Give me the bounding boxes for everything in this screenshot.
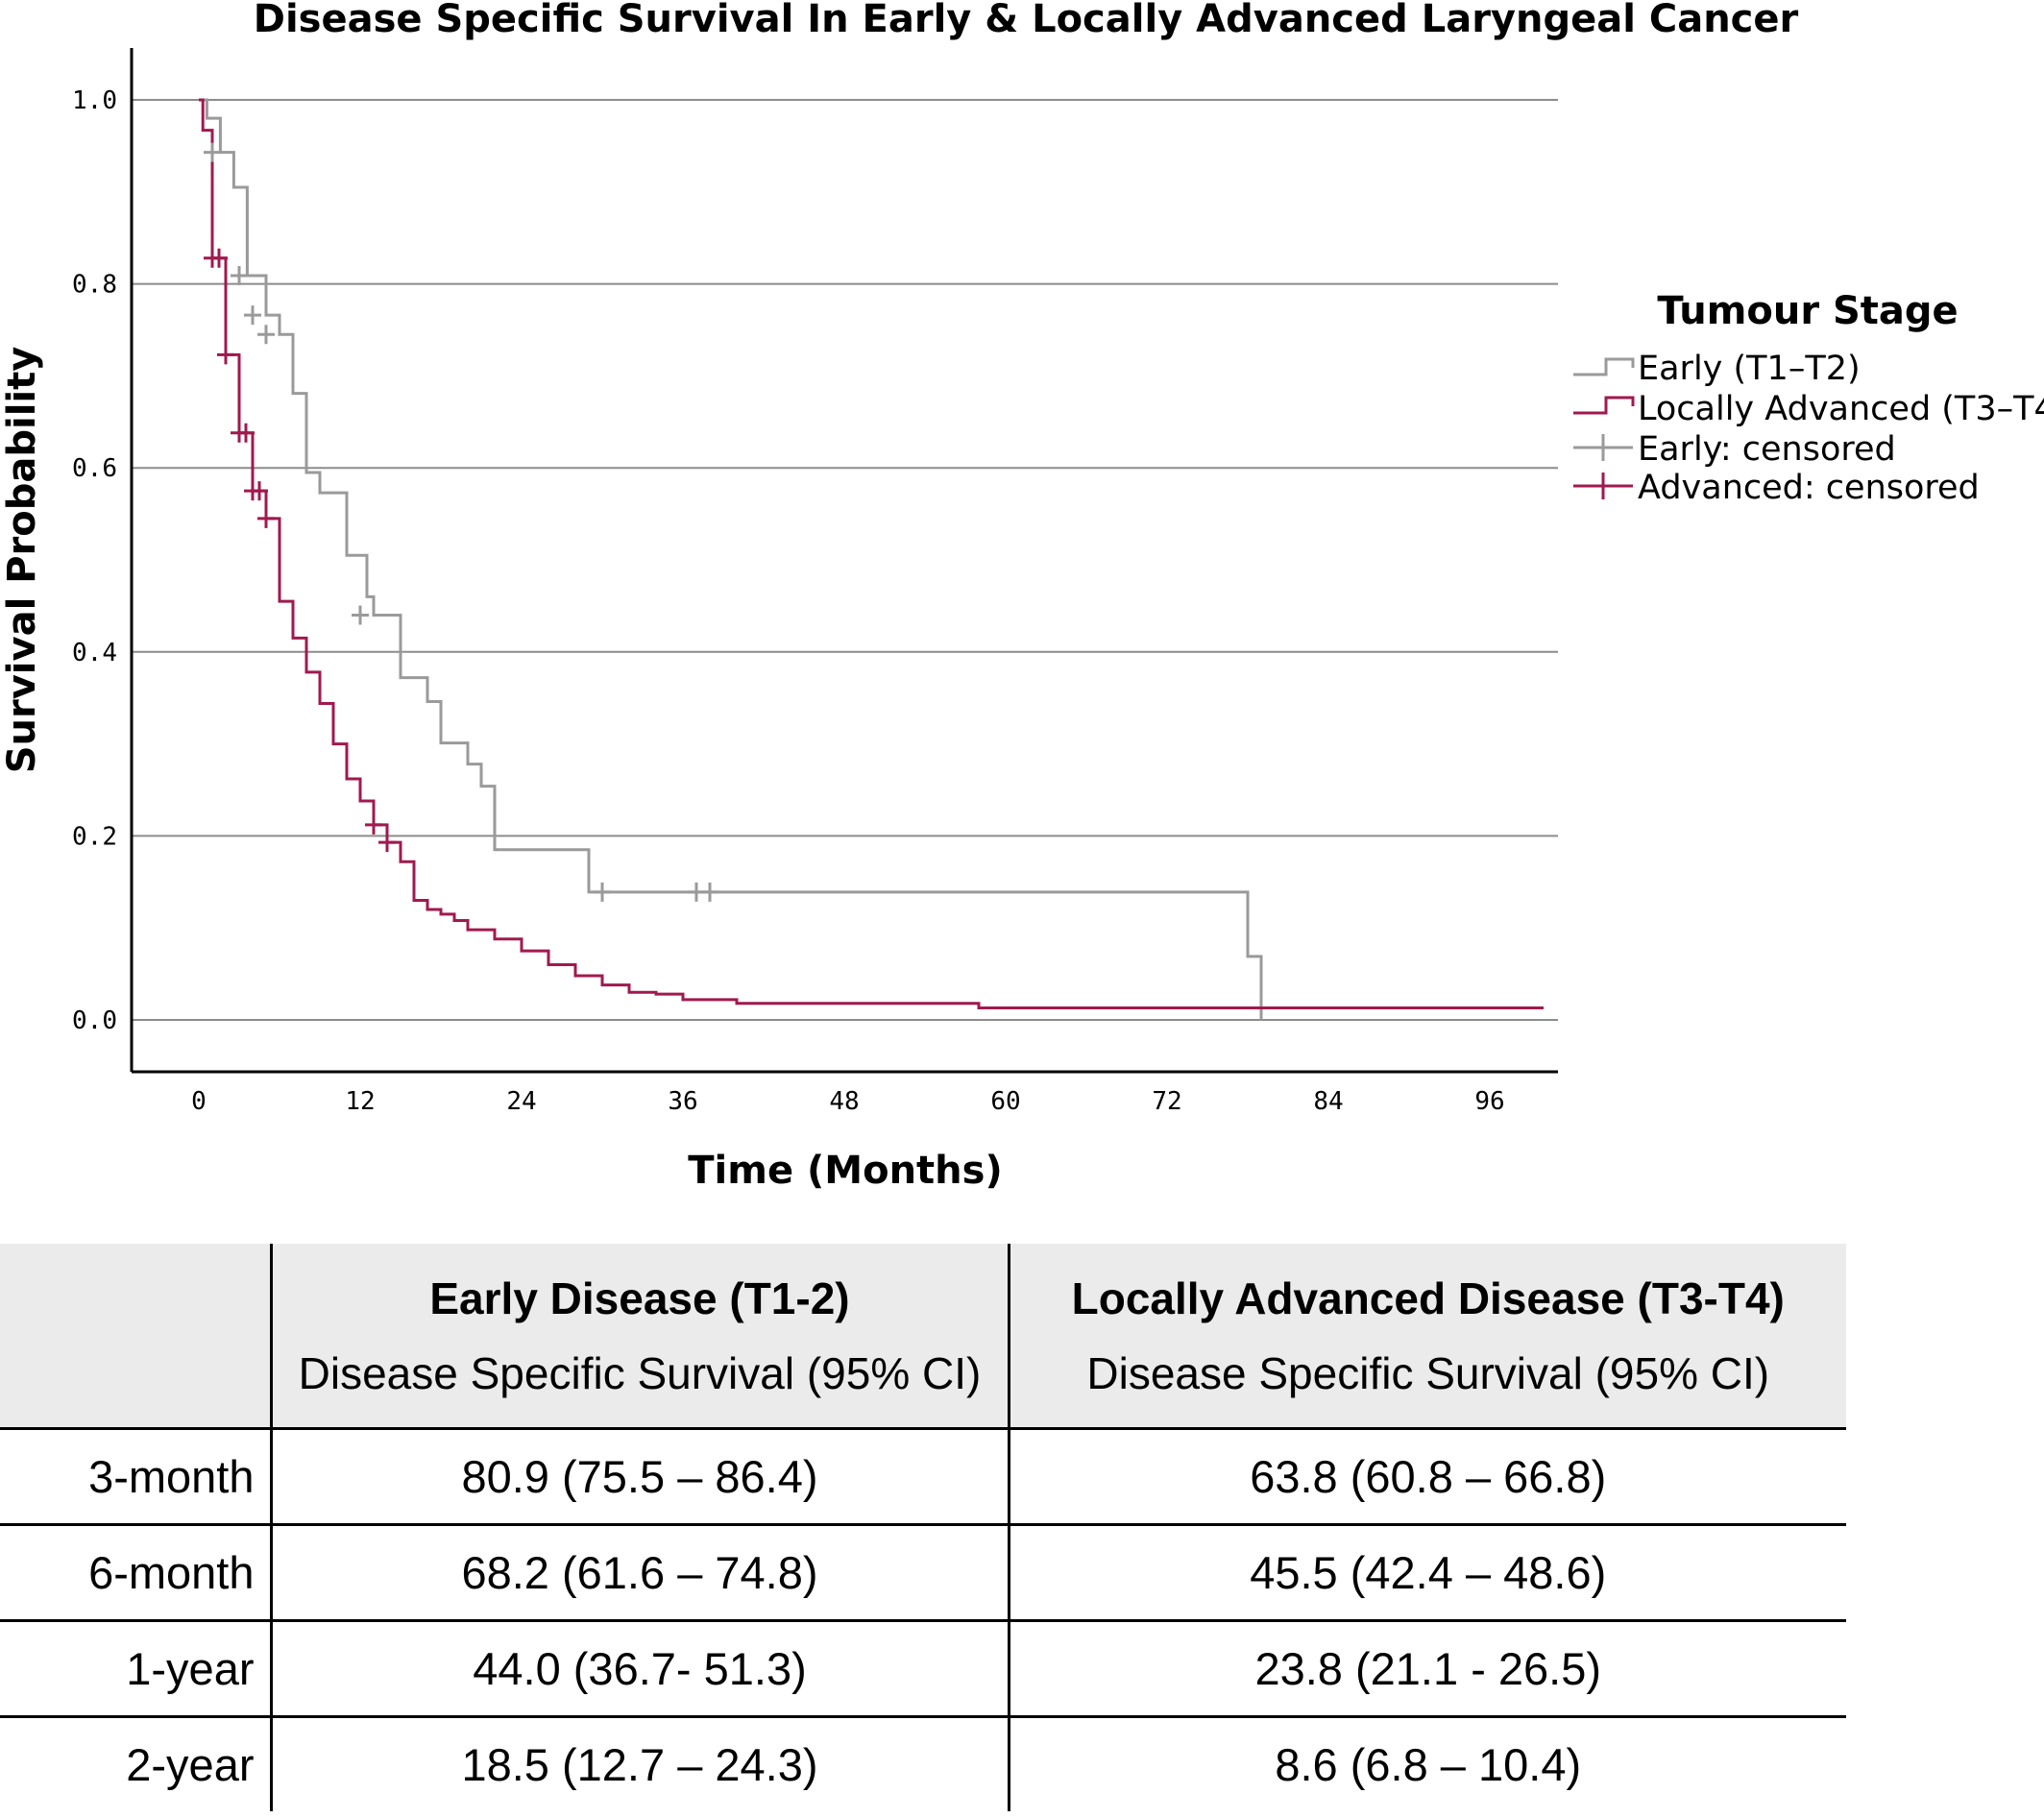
y-axis-label: Survival Probability xyxy=(0,347,44,774)
legend-label-advanced-censored: Advanced: censored xyxy=(1638,469,1980,507)
row-label: 2-year xyxy=(0,1716,273,1811)
early-value: 80.9 (75.5 – 86.4) xyxy=(271,1428,1010,1526)
chart-title: Disease Specific Survival In Early & Loc… xyxy=(254,0,1799,41)
advanced-value: 63.8 (60.8 – 66.8) xyxy=(1009,1428,1846,1526)
legend-label-advanced: Locally Advanced (T3–T4) xyxy=(1638,390,2044,428)
y-tick-label: 1.0 xyxy=(72,86,117,115)
table-row: 6-month 68.2 (61.6 – 74.8) 45.5 (42.4 – … xyxy=(0,1524,1846,1622)
censor-mark xyxy=(237,423,255,443)
censor-mark xyxy=(244,305,261,326)
early-column-header: Early Disease (T1-2) Disease Specific Su… xyxy=(271,1244,1010,1429)
x-tick-label: 48 xyxy=(829,1087,859,1116)
row-label: 1-year xyxy=(0,1620,273,1718)
table-row: 1-year 44.0 (36.7- 51.3) 23.8 (21.1 - 26… xyxy=(0,1620,1846,1718)
advanced-value: 8.6 (6.8 – 10.4) xyxy=(1275,1739,1582,1790)
table-header-row: Early Disease (T1-2) Disease Specific Su… xyxy=(0,1244,1846,1429)
legend-title: Tumour Stage xyxy=(1657,289,1958,333)
censor-mark xyxy=(594,882,611,902)
censor-mark xyxy=(365,814,382,835)
legend-swatch-advanced xyxy=(1573,396,1635,415)
y-tick-label: 0.8 xyxy=(72,271,117,300)
gridlines xyxy=(132,99,1558,1021)
censor-mark xyxy=(257,508,275,528)
early-metric-label: Disease Specific Survival (95% CI) xyxy=(298,1347,982,1398)
censor-mark xyxy=(257,325,275,345)
table-row: 3-month 80.9 (75.5 – 86.4) 63.8 (60.8 – … xyxy=(0,1428,1846,1526)
censor-mark xyxy=(204,142,221,162)
legend-item-advanced-censored: Advanced: censored xyxy=(1573,469,1980,507)
early-group-label: Early Disease (T1-2) xyxy=(429,1273,850,1323)
advanced-column-header: Locally Advanced Disease (T3-T4) Disease… xyxy=(1009,1244,1846,1429)
early-value: 44.0 (36.7- 51.3) xyxy=(271,1620,1010,1718)
y-tick-label: 0.0 xyxy=(72,1006,117,1035)
legend-label-early: Early (T1–T2) xyxy=(1638,350,1861,388)
early-value: 68.2 (61.6 – 74.8) xyxy=(271,1524,1010,1622)
censor-mark xyxy=(231,265,248,285)
censor-mark xyxy=(217,345,234,365)
early-value: 18.5 (12.7 – 24.3) xyxy=(271,1716,1010,1811)
censor-mark xyxy=(378,833,396,853)
legend-item-early-censored: Early: censored xyxy=(1573,430,1896,469)
advanced-group-label: Locally Advanced Disease (T3-T4) xyxy=(1071,1273,1785,1323)
advanced-value: 23.8 (21.1 - 26.5) xyxy=(1009,1620,1846,1718)
x-axis-label: Time (Months) xyxy=(688,1149,1002,1193)
legend-swatch-early xyxy=(1573,357,1635,376)
censor-mark xyxy=(701,882,718,902)
x-tick-labels: 0 12 24 36 48 60 72 84 96 xyxy=(191,1087,1504,1116)
row-label: 3-month xyxy=(0,1428,273,1526)
censor-mark xyxy=(352,605,369,625)
table-stub-header xyxy=(0,1244,273,1429)
x-tick-label: 24 xyxy=(506,1087,536,1116)
row-label: 6-month xyxy=(0,1524,273,1622)
y-tick-label: 0.6 xyxy=(72,454,117,483)
x-tick-label: 60 xyxy=(990,1087,1020,1116)
series-lines xyxy=(199,98,1544,1020)
legend-item-advanced: Locally Advanced (T3–T4) xyxy=(1573,390,2044,428)
x-tick-label: 12 xyxy=(345,1087,375,1116)
survival-chart: Disease Specific Survival In Early & Loc… xyxy=(0,0,2044,1193)
y-tick-labels: 0.0 0.2 0.4 0.6 0.8 1.0 xyxy=(72,86,117,1035)
censor-mark xyxy=(210,248,228,268)
legend: Tumour Stage Early (T1–T2) Locally Advan… xyxy=(1573,289,2044,507)
y-tick-label: 0.4 xyxy=(72,639,117,667)
legend-item-early: Early (T1–T2) xyxy=(1573,350,1861,388)
advanced-value: 45.5 (42.4 – 48.6) xyxy=(1009,1524,1846,1622)
x-tick-label: 72 xyxy=(1152,1087,1181,1116)
y-tick-label: 0.2 xyxy=(72,822,117,851)
survival-summary-table: Early Disease (T1-2) Disease Specific Su… xyxy=(0,1244,1846,1811)
x-tick-label: 0 xyxy=(191,1087,207,1116)
series-line-0 xyxy=(199,98,1263,1020)
censor-mark xyxy=(251,481,268,501)
x-tick-label: 36 xyxy=(668,1087,697,1116)
x-tick-label: 84 xyxy=(1313,1087,1343,1116)
legend-label-early-censored: Early: censored xyxy=(1638,430,1896,469)
series-line-1 xyxy=(199,98,1544,1010)
advanced-metric-label: Disease Specific Survival (95% CI) xyxy=(1086,1347,1770,1398)
table-row: 2-year 18.5 (12.7 – 24.3) 8.6 (6.8 – 10.… xyxy=(0,1716,1846,1811)
x-tick-label: 96 xyxy=(1474,1087,1504,1116)
censor-marks xyxy=(204,142,718,902)
